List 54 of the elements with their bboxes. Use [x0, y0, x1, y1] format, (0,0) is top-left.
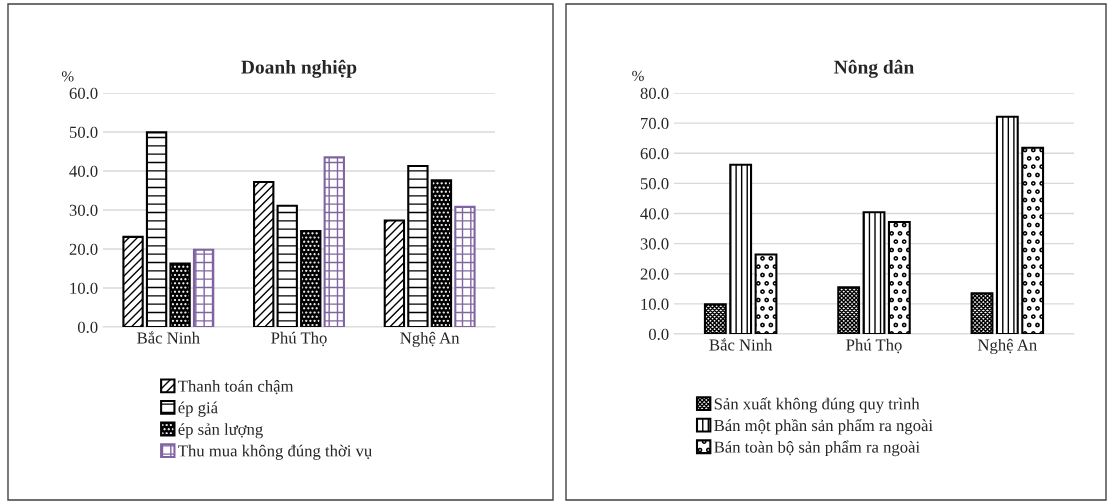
x-tick-label: Bắc Ninh — [137, 331, 200, 344]
y-tick-label: 10.0 — [641, 298, 669, 310]
y-axis-title: % — [61, 71, 74, 82]
y-axis-title: % — [632, 70, 644, 82]
bar — [1021, 146, 1045, 334]
y-tick-label: 30.0 — [640, 238, 669, 250]
x-tick-label: Bắc Ninh — [709, 338, 773, 351]
y-tick-label: 60.0 — [69, 87, 98, 100]
y-tick-label: 20.0 — [640, 268, 669, 280]
y-tick-label: 40.0 — [69, 165, 98, 178]
x-tick-label: Nghệ An — [400, 331, 460, 348]
legend-label: Bán một phần sản phẩm ra ngoài — [714, 418, 933, 435]
bar — [276, 204, 298, 327]
bar — [169, 262, 191, 327]
y-tick-label: 0.0 — [77, 321, 98, 334]
y-tick-label: 40.0 — [640, 208, 669, 220]
y-tick-label: 20.0 — [69, 243, 98, 256]
bar — [407, 164, 429, 327]
bar — [383, 219, 406, 327]
legend-label: ép sản lượng — [178, 423, 263, 439]
x-tick-label: Phú Thọ — [846, 338, 902, 354]
bar — [145, 131, 168, 327]
y-tick-label: 80.0 — [640, 87, 669, 100]
legend-label: Thu mua không đúng thời vụ — [178, 444, 372, 460]
bar — [995, 115, 1019, 334]
legend-label: Bán toàn bộ sản phẩm ra ngoài — [714, 440, 920, 457]
bar — [862, 211, 886, 334]
bar — [970, 292, 994, 334]
legend-label: Sản xuất không đúng quy trình — [714, 397, 920, 413]
bar — [300, 230, 322, 327]
bar — [192, 248, 215, 327]
y-tick-label: 10.0 — [70, 282, 98, 295]
y-tick-label: 60.0 — [640, 147, 669, 160]
bar — [729, 163, 753, 334]
legend-label: ép giá — [178, 401, 218, 417]
bar — [887, 220, 911, 334]
y-tick-label: 30.0 — [69, 204, 98, 217]
chart-title: Nông dân — [834, 59, 914, 78]
bar — [454, 205, 476, 327]
bar — [754, 253, 778, 334]
x-tick-label: Nghệ An — [977, 338, 1037, 355]
bar — [703, 303, 727, 334]
bar — [837, 286, 861, 334]
y-tick-label: 70.0 — [641, 117, 669, 130]
bar — [122, 235, 144, 327]
chart-title: Doanh nghiệp — [241, 59, 357, 78]
bar — [430, 179, 453, 327]
y-tick-label: 0.0 — [648, 328, 669, 341]
bar — [323, 156, 345, 327]
legend-label: Thanh toán chậm — [178, 380, 294, 395]
y-tick-label: 50.0 — [69, 126, 98, 139]
y-tick-label: 50.0 — [640, 178, 669, 190]
bar — [253, 180, 275, 327]
x-tick-label: Phú Thọ — [271, 331, 327, 347]
